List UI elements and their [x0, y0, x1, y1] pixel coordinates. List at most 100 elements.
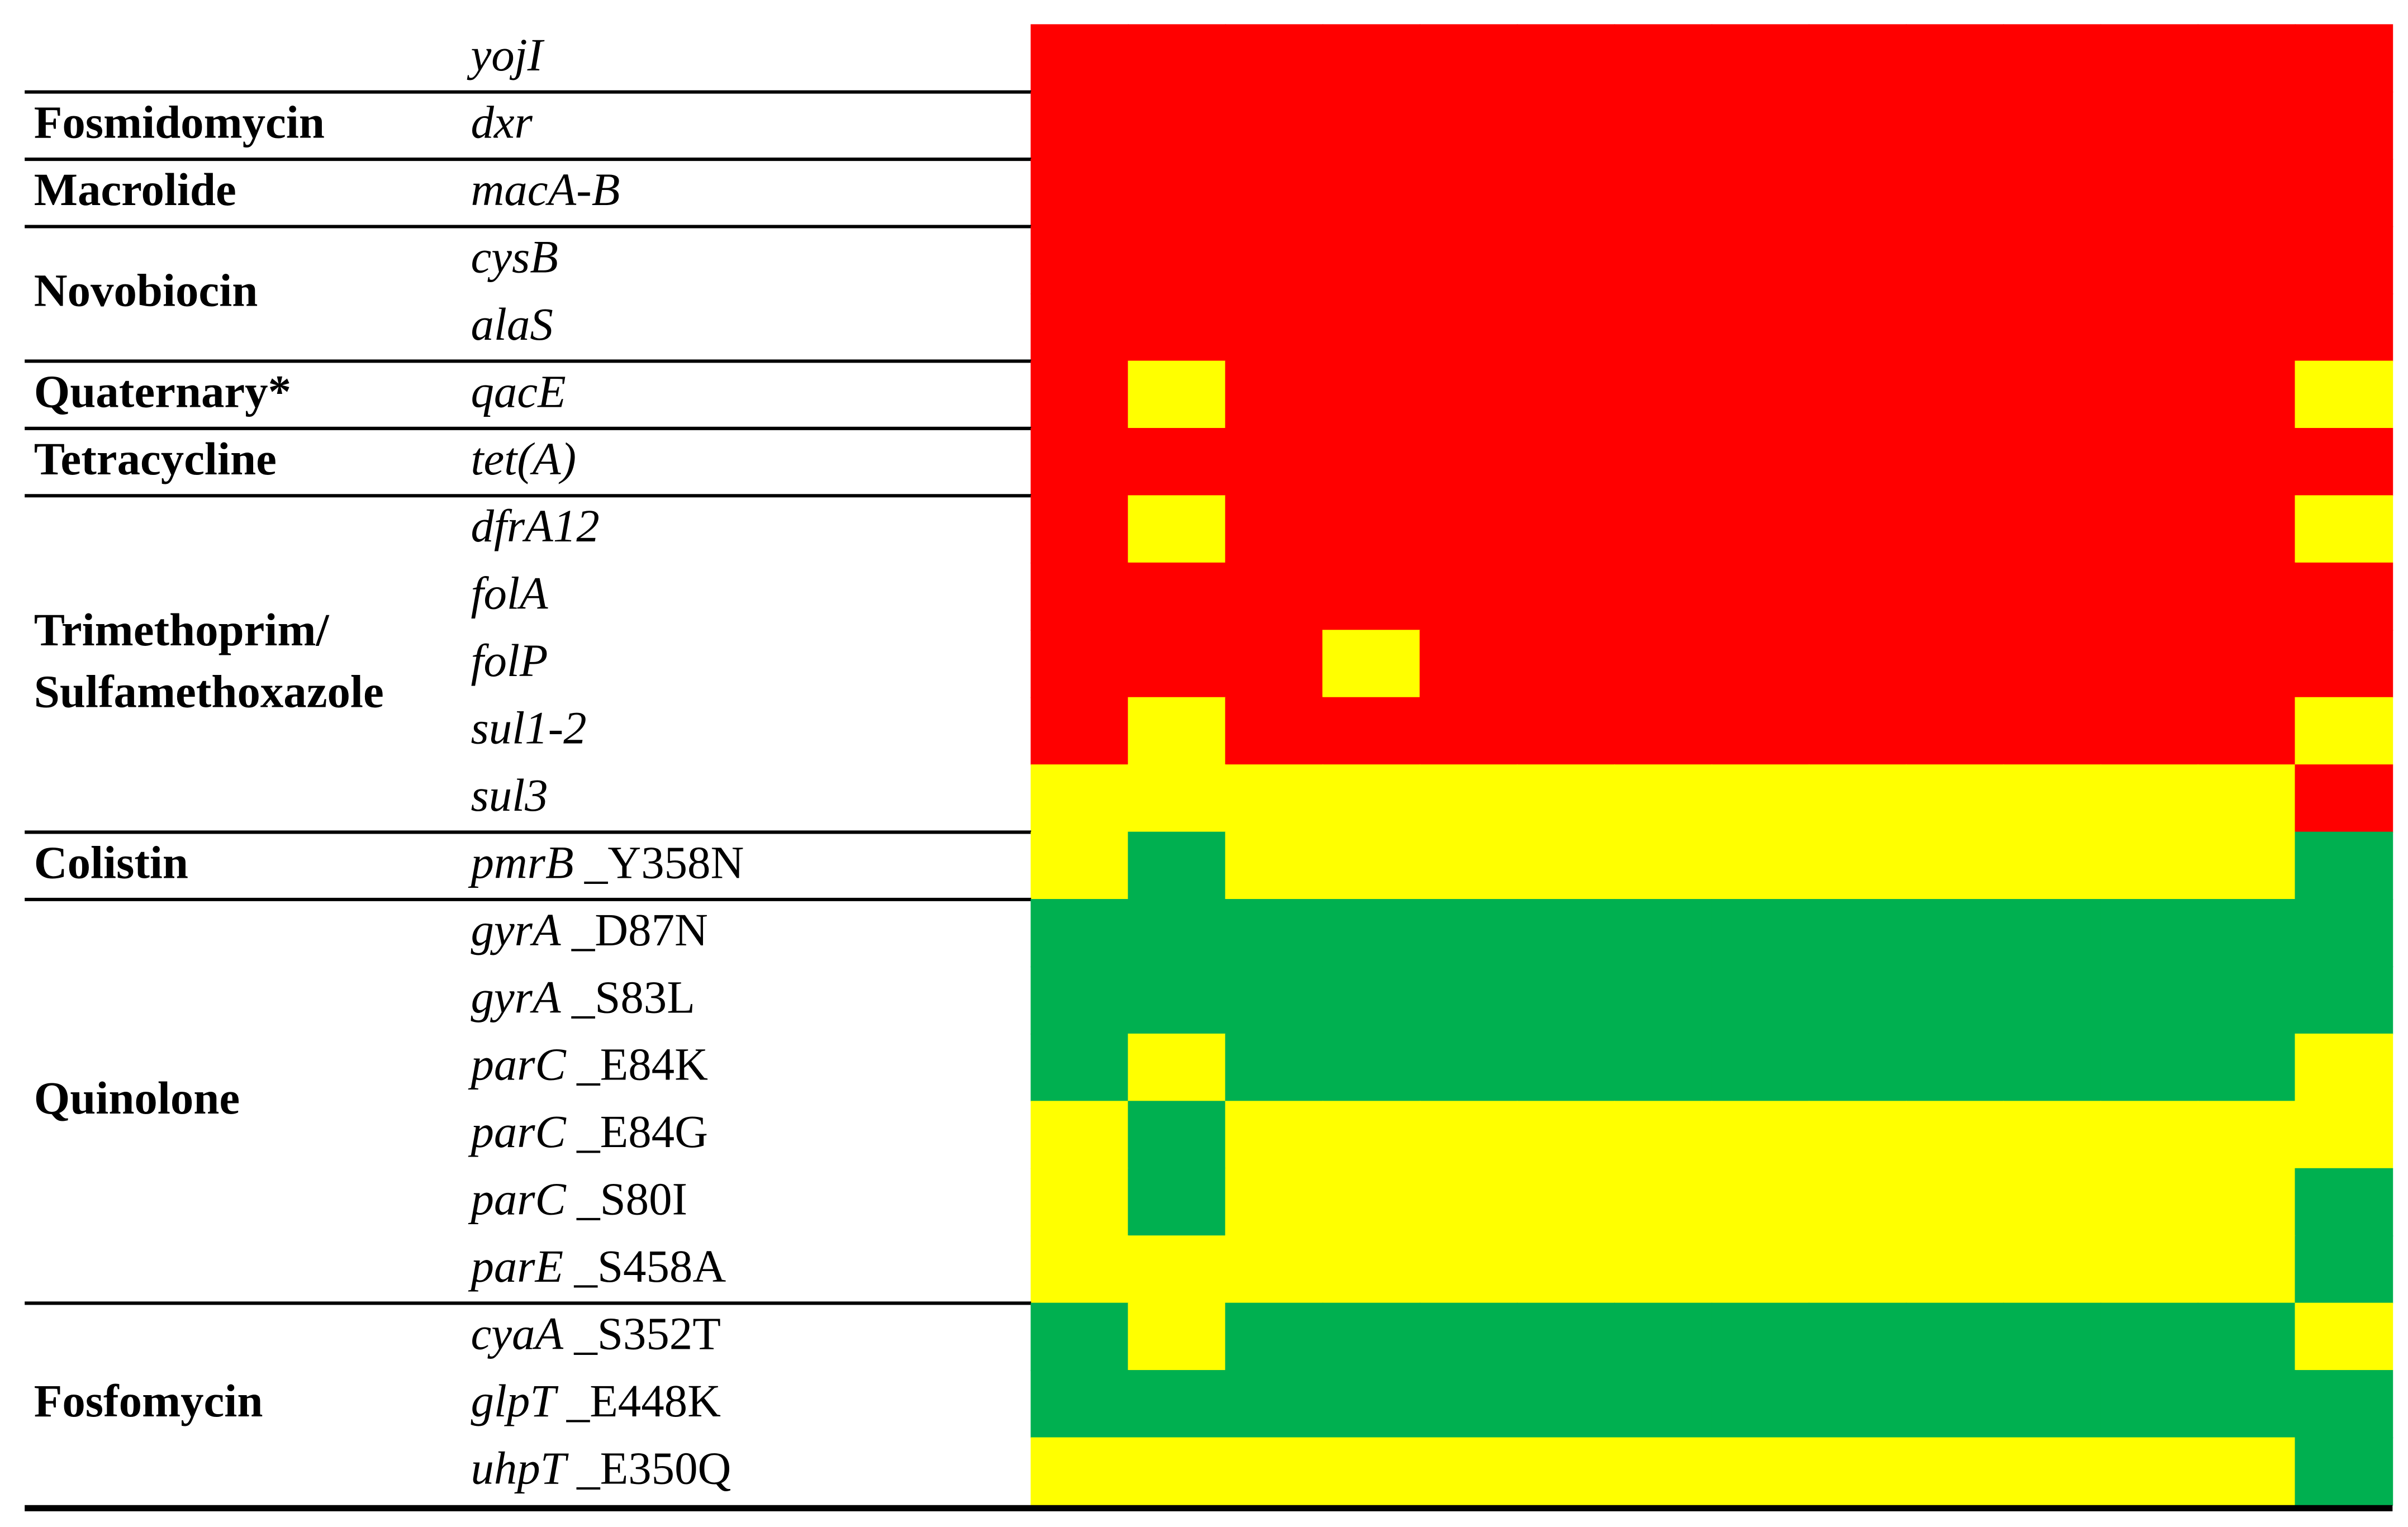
- heatmap-cell: [1128, 360, 1226, 429]
- heatmap-cell: [1322, 1437, 1421, 1506]
- gene-name: gyrA: [471, 904, 561, 955]
- heatmap-cell: [2295, 1370, 2393, 1439]
- heatmap-cell: [1322, 764, 1421, 833]
- heatmap-cell: [1906, 1370, 2005, 1439]
- heatmap-cell: [2197, 91, 2296, 160]
- heatmap-cell: [1614, 1101, 1713, 1169]
- heatmap-cell: [1614, 1302, 1713, 1371]
- heatmap-cell: [1128, 293, 1226, 362]
- heatmap-cell: [1225, 1302, 1324, 1371]
- heatmap-cell: [1322, 966, 1421, 1035]
- heatmap-cell: [1711, 697, 1810, 765]
- heatmap-cell: [2197, 226, 2296, 294]
- heatmap-cell: [1517, 1033, 1616, 1102]
- heatmap-cell: [1128, 1437, 1226, 1506]
- heatmap-cell: [1128, 24, 1226, 93]
- drug-class: Quaternary*: [34, 365, 291, 417]
- heatmap-cell: [1419, 24, 1518, 93]
- heatmap-cell: [2295, 1033, 2393, 1102]
- heatmap-cell: [2295, 1437, 2393, 1506]
- heatmap-cell: [1128, 697, 1226, 765]
- heatmap-cell: [1225, 360, 1324, 429]
- heatmap-cell: [1614, 899, 1713, 968]
- heatmap-cell: [1614, 630, 1713, 698]
- heatmap-cell: [1517, 899, 1616, 968]
- heatmap-cell: [1225, 831, 1324, 900]
- heatmap-cell: [1225, 1101, 1324, 1169]
- heatmap-cell: [1614, 24, 1713, 93]
- heatmap-cell: [1030, 1168, 1129, 1236]
- heatmap-cell: [1128, 1370, 1226, 1439]
- gene-label: glpT _E448K: [471, 1375, 720, 1426]
- drug-class: Sulfamethoxazole: [34, 665, 384, 717]
- heatmap-cell: [1614, 966, 1713, 1035]
- heatmap-cell: [1030, 1033, 1129, 1102]
- heatmap-cell: [1614, 226, 1713, 294]
- heatmap-cell: [2003, 630, 2102, 698]
- heatmap-cell: [1030, 831, 1129, 900]
- heatmap-cell: [2295, 1302, 2393, 1371]
- heatmap-cell: [1128, 91, 1226, 160]
- heatmap-cell: [1322, 159, 1421, 227]
- heatmap-cell: [1906, 24, 2005, 93]
- heatmap-cell: [1517, 293, 1616, 362]
- gene-label: cyaA _S352T: [471, 1307, 720, 1359]
- heatmap-cell: [2003, 24, 2102, 93]
- heatmap-cell: [2100, 495, 2199, 564]
- heatmap-cell: [1419, 1370, 1518, 1439]
- heatmap-cell: [1517, 24, 1616, 93]
- heatmap-cell: [2197, 1235, 2296, 1304]
- heatmap-cell: [1030, 630, 1129, 698]
- heatmap-cell: [2295, 427, 2393, 497]
- heatmap-cell: [2100, 966, 2199, 1035]
- heatmap-cell: [2003, 562, 2102, 631]
- heatmap-cell: [2100, 1235, 2199, 1304]
- heatmap-cell: [1225, 764, 1324, 833]
- heatmap-cell: [1517, 966, 1616, 1035]
- heatmap-cell: [2003, 360, 2102, 429]
- heatmap-cell: [1225, 293, 1324, 362]
- heatmap-cell: [2100, 899, 2199, 968]
- heatmap-cell: [2100, 1168, 2199, 1236]
- heatmap-cell: [1614, 764, 1713, 833]
- heatmap-cell: [1711, 159, 1810, 227]
- heatmap-cell: [2100, 1370, 2199, 1439]
- heatmap-cell: [2197, 1168, 2296, 1236]
- heatmap-cell: [1614, 427, 1713, 497]
- drug-class: Fosmidomycin: [34, 97, 325, 148]
- mutation: _E84K: [576, 1039, 708, 1090]
- heatmap-cell: [1030, 1302, 1129, 1371]
- heatmap-cell: [1711, 1302, 1810, 1371]
- heatmap-cell: [1322, 360, 1421, 429]
- gene-name: cysB: [471, 231, 558, 282]
- gene-label: sul1-2: [471, 702, 586, 754]
- heatmap-cell: [1030, 1437, 1129, 1506]
- heatmap-cell: [1711, 360, 1810, 429]
- heatmap-cell: [1906, 831, 2005, 900]
- heatmap-cell: [1808, 495, 1907, 564]
- heatmap-cell: [2197, 562, 2296, 631]
- heatmap-cell: [1030, 562, 1129, 631]
- heatmap-cell: [2003, 831, 2102, 900]
- heatmap-cell: [2003, 293, 2102, 362]
- heatmap-cell: [1225, 630, 1324, 698]
- heatmap-cell: [2003, 495, 2102, 564]
- drug-class: Novobiocin: [34, 265, 258, 316]
- heatmap-cell: [1128, 899, 1226, 968]
- heatmap-cell: [1808, 159, 1907, 227]
- gene-label: folA: [471, 568, 548, 619]
- heatmap-cell: [2295, 91, 2393, 160]
- heatmap-cell: [1906, 159, 2005, 227]
- heatmap-cell: [1906, 360, 2005, 429]
- mutation: _E448K: [566, 1375, 721, 1426]
- heatmap-cell: [1906, 899, 2005, 968]
- heatmap-cell: [1030, 966, 1129, 1035]
- heatmap-cell: [1808, 226, 1907, 294]
- drug-class: Fosfomycin: [34, 1375, 263, 1426]
- gene-label: uhpT _E350Q: [471, 1442, 731, 1493]
- drug-class: Colistin: [34, 836, 188, 888]
- heatmap-cell: [2003, 1033, 2102, 1102]
- gene-name: folA: [471, 568, 548, 619]
- heatmap-cell: [1711, 427, 1810, 497]
